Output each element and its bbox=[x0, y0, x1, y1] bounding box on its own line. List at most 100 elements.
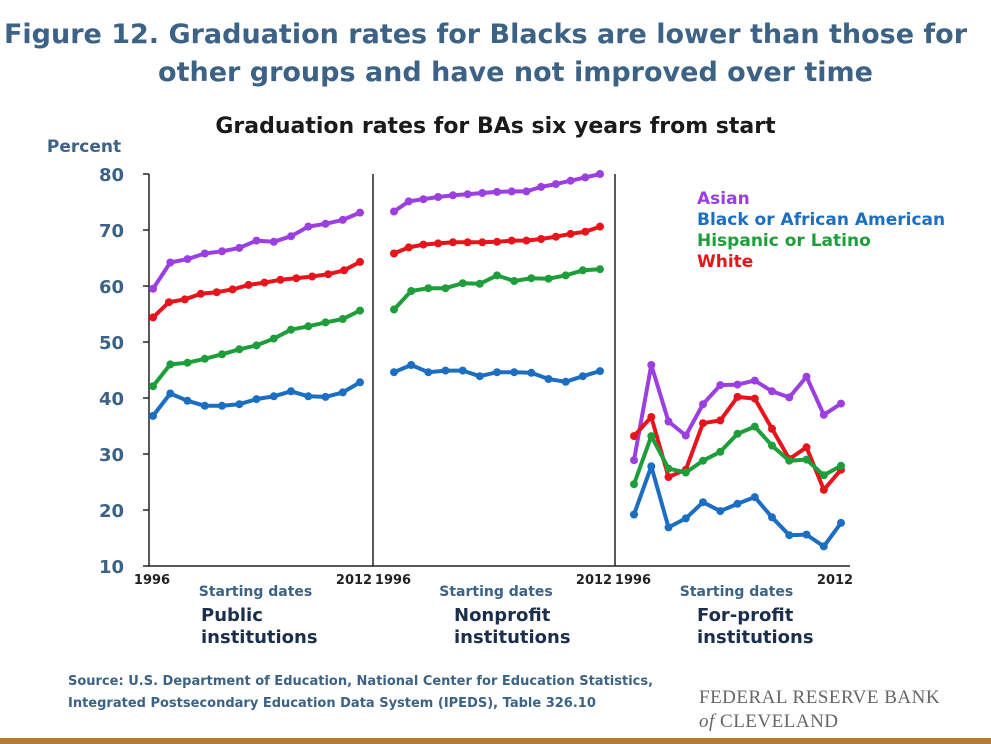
data-point bbox=[166, 389, 175, 398]
data-point bbox=[166, 258, 175, 267]
data-point bbox=[434, 239, 443, 248]
chart-title: Graduation rates for BAs six years from … bbox=[215, 114, 776, 139]
data-point bbox=[551, 180, 560, 189]
data-point bbox=[581, 227, 590, 236]
data-point bbox=[448, 191, 457, 200]
data-point bbox=[802, 372, 811, 381]
data-point bbox=[356, 306, 364, 315]
data-point bbox=[681, 431, 690, 440]
data-point bbox=[390, 207, 398, 216]
data-point bbox=[630, 480, 638, 489]
figure-title: Figure 12. Graduation rates for Blacks a… bbox=[0, 16, 991, 92]
data-point bbox=[699, 456, 707, 465]
data-point bbox=[716, 416, 725, 425]
data-point bbox=[475, 372, 484, 381]
data-point bbox=[527, 368, 536, 377]
data-point bbox=[292, 274, 301, 283]
data-point bbox=[252, 236, 261, 245]
data-point bbox=[699, 400, 707, 409]
data-point bbox=[837, 399, 845, 408]
data-point bbox=[681, 514, 690, 523]
y-tick-label: 80 bbox=[99, 165, 124, 186]
data-point bbox=[424, 368, 433, 377]
data-point bbox=[750, 376, 759, 385]
data-point bbox=[304, 322, 313, 331]
data-point bbox=[419, 195, 428, 204]
data-point bbox=[578, 372, 587, 381]
data-point bbox=[596, 222, 604, 231]
data-point bbox=[269, 334, 278, 343]
data-point bbox=[407, 287, 416, 295]
panel-label: institutions bbox=[454, 627, 571, 648]
series-line bbox=[151, 260, 361, 319]
logo-line1: FEDERAL RESERVE BANK bbox=[699, 687, 941, 708]
x-axis-label: Starting dates bbox=[439, 584, 552, 600]
data-point bbox=[200, 249, 209, 258]
y-tick-label: 40 bbox=[99, 389, 124, 410]
data-point bbox=[493, 368, 501, 377]
data-point bbox=[321, 219, 330, 228]
data-point bbox=[837, 461, 845, 470]
data-point bbox=[647, 462, 656, 471]
data-point bbox=[664, 464, 673, 473]
data-point bbox=[269, 237, 278, 246]
data-point bbox=[218, 401, 226, 410]
data-point bbox=[819, 410, 828, 419]
data-point bbox=[404, 243, 413, 252]
data-point bbox=[356, 378, 364, 387]
panel-label: Nonprofit bbox=[454, 605, 551, 626]
data-point bbox=[308, 272, 317, 281]
data-point bbox=[390, 305, 398, 314]
data-point bbox=[647, 413, 656, 421]
data-point bbox=[802, 455, 811, 464]
source-note: Source: U.S. Department of Education, Na… bbox=[68, 671, 653, 715]
data-point bbox=[424, 284, 433, 293]
data-point bbox=[149, 313, 157, 322]
y-axis-label: Percent bbox=[47, 137, 121, 157]
data-point bbox=[537, 235, 546, 243]
data-point bbox=[733, 499, 742, 508]
data-point bbox=[390, 368, 398, 377]
data-point bbox=[733, 429, 742, 438]
federal-reserve-logo: FEDERAL RESERVE BANK of CLEVELAND bbox=[699, 686, 940, 734]
data-point bbox=[183, 396, 192, 405]
data-point bbox=[716, 447, 725, 456]
data-point bbox=[166, 360, 175, 369]
y-tick-label: 20 bbox=[99, 501, 124, 522]
data-point bbox=[507, 236, 516, 245]
data-point bbox=[478, 238, 487, 247]
data-point bbox=[647, 361, 656, 369]
data-point bbox=[527, 274, 536, 283]
data-point bbox=[522, 187, 531, 196]
x-tick-label: 2012 bbox=[817, 573, 853, 588]
figure-title-line1: Figure 12. Graduation rates for Blacks a… bbox=[3, 19, 968, 50]
panel-label: institutions bbox=[697, 627, 814, 648]
data-point bbox=[419, 240, 428, 249]
data-point bbox=[819, 542, 828, 551]
data-point bbox=[235, 400, 244, 409]
legend-entry: Hispanic or Latino bbox=[697, 231, 871, 251]
panel-label: Public bbox=[201, 605, 263, 626]
data-point bbox=[493, 271, 501, 280]
data-point bbox=[304, 392, 313, 401]
data-point bbox=[321, 318, 330, 327]
data-point bbox=[338, 388, 347, 397]
data-point bbox=[338, 315, 347, 323]
legend-entry: Black or African American bbox=[697, 210, 945, 230]
data-point bbox=[837, 518, 845, 527]
data-point bbox=[699, 419, 707, 428]
data-point bbox=[324, 270, 333, 279]
source-line2: Integrated Postsecondary Education Data … bbox=[68, 696, 596, 711]
data-point bbox=[544, 274, 553, 283]
data-point bbox=[183, 358, 192, 367]
data-point bbox=[252, 341, 261, 350]
data-point bbox=[630, 510, 638, 519]
x-tick-label: 1996 bbox=[615, 573, 651, 588]
data-point bbox=[768, 441, 776, 450]
data-point bbox=[664, 523, 673, 532]
logo-of: of bbox=[699, 711, 715, 732]
x-tick-label: 1996 bbox=[134, 573, 170, 588]
legend-entry: White bbox=[697, 252, 753, 272]
data-point bbox=[768, 387, 776, 396]
data-point bbox=[287, 232, 295, 241]
